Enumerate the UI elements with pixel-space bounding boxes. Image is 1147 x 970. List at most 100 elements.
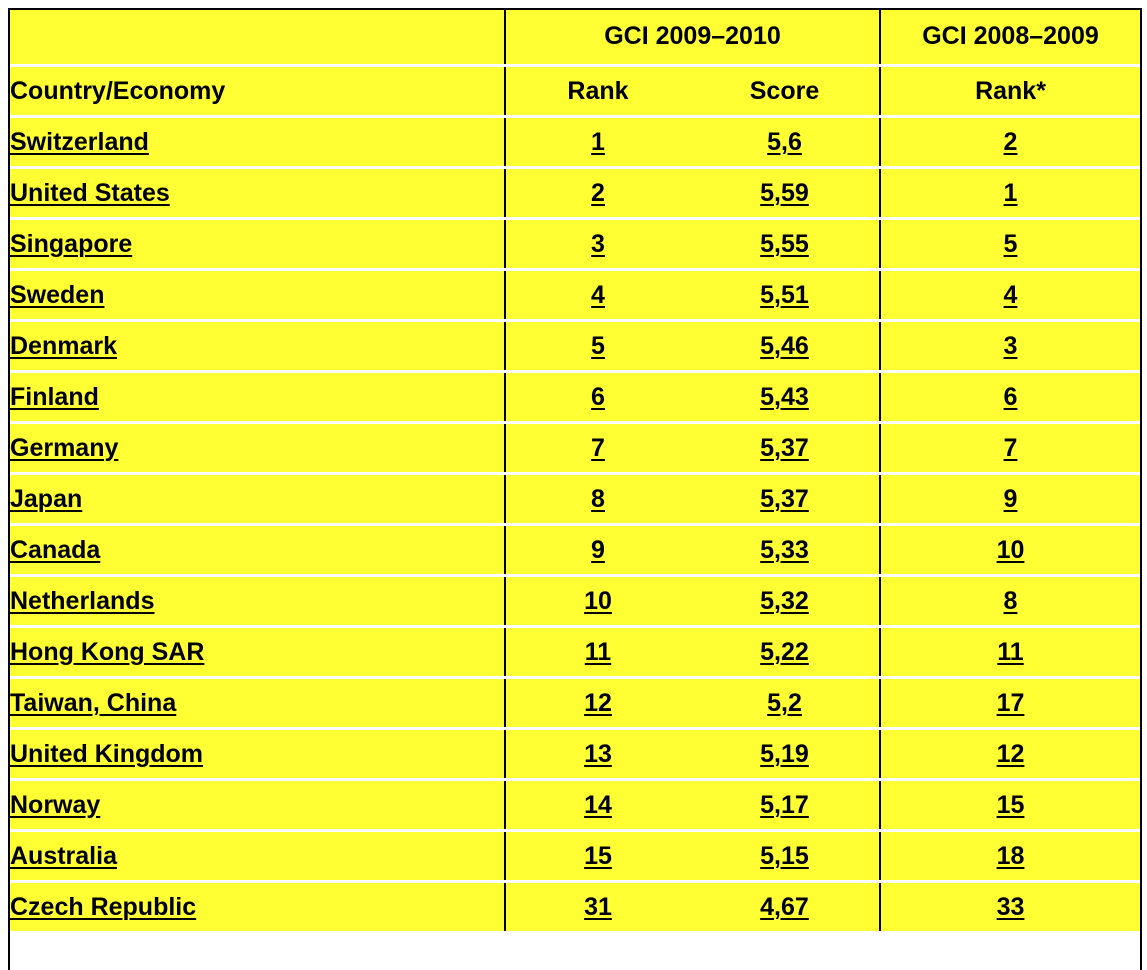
cell-text: 5,15 bbox=[760, 841, 809, 870]
cell-text: 1 bbox=[591, 127, 605, 156]
cell-text: 8 bbox=[1003, 586, 1018, 615]
cell-text: 5,46 bbox=[760, 331, 809, 360]
cell-text: 4 bbox=[1003, 280, 1018, 309]
cell: 18 bbox=[879, 830, 1140, 883]
cell: 1 bbox=[879, 167, 1140, 220]
cell: 5,17 bbox=[690, 779, 880, 832]
cell: Hong Kong SAR bbox=[8, 626, 505, 679]
header-row: GCI 2009–2010 GCI 2008–2009 bbox=[8, 8, 1140, 67]
data-row: Canada 9 5,33 10 bbox=[8, 524, 1140, 577]
cell: 7 bbox=[504, 422, 690, 475]
cell: 11 bbox=[504, 626, 690, 679]
data-row: Czech Republic 31 4,67 33 bbox=[8, 881, 1140, 934]
cell-text: Japan bbox=[10, 484, 83, 513]
cell-text: Sweden bbox=[10, 280, 105, 309]
cell-text: 1 bbox=[1003, 178, 1018, 207]
cell-text: 6 bbox=[1003, 382, 1018, 411]
cell: United Kingdom bbox=[8, 728, 505, 781]
cell: 4,67 bbox=[690, 881, 880, 934]
cell-text: Canada bbox=[10, 535, 101, 564]
ranking-table: GCI 2009–2010 GCI 2008–2009 Country/Econ… bbox=[8, 8, 1140, 934]
cell-text: 5,51 bbox=[760, 280, 809, 309]
cell-text: 5,33 bbox=[760, 535, 809, 564]
cell: 5,51 bbox=[690, 269, 880, 322]
data-row: Hong Kong SAR 11 5,22 11 bbox=[8, 626, 1140, 679]
cell: 8 bbox=[879, 575, 1140, 628]
header-cell: GCI 2009–2010 bbox=[504, 8, 880, 67]
cell-text: Hong Kong SAR bbox=[10, 637, 205, 666]
cell: 5,37 bbox=[690, 473, 880, 526]
cell: 4 bbox=[879, 269, 1140, 322]
data-row: Norway 14 5,17 15 bbox=[8, 779, 1140, 832]
cell-text: 5,22 bbox=[760, 637, 809, 666]
data-row: Japan 8 5,37 9 bbox=[8, 473, 1140, 526]
cell: 3 bbox=[879, 320, 1140, 373]
cell: 5,6 bbox=[690, 116, 880, 169]
cell: Singapore bbox=[8, 218, 505, 271]
cell: 5,22 bbox=[690, 626, 880, 679]
header-cell: Rank bbox=[504, 65, 690, 118]
cell: 5 bbox=[879, 218, 1140, 271]
cell: 4 bbox=[504, 269, 690, 322]
cell-text: 5 bbox=[1003, 229, 1018, 258]
cell-text: Singapore bbox=[10, 229, 133, 258]
cell-text: United Kingdom bbox=[10, 739, 204, 768]
cell: 11 bbox=[879, 626, 1140, 679]
cell: Australia bbox=[8, 830, 505, 883]
cell: Denmark bbox=[8, 320, 505, 373]
cell-text: 12 bbox=[584, 688, 612, 717]
cell: 5,43 bbox=[690, 371, 880, 424]
cell-text: United States bbox=[10, 178, 170, 207]
cell-text: Germany bbox=[10, 433, 119, 462]
header-cell bbox=[8, 8, 505, 67]
header-cell: GCI 2008–2009 bbox=[879, 8, 1140, 67]
cell: 6 bbox=[879, 371, 1140, 424]
cell: United States bbox=[8, 167, 505, 220]
cell-text: Czech Republic bbox=[10, 892, 197, 921]
cell-text: 11 bbox=[997, 637, 1024, 666]
cell: Finland bbox=[8, 371, 505, 424]
cell: Switzerland bbox=[8, 116, 505, 169]
header-text: GCI 2008–2009 bbox=[922, 21, 1099, 50]
data-row: Australia 15 5,15 18 bbox=[8, 830, 1140, 883]
cell-text: 5,37 bbox=[760, 433, 809, 462]
cell: 5,59 bbox=[690, 167, 880, 220]
cell-text: 17 bbox=[996, 688, 1025, 717]
cell-text: 31 bbox=[584, 892, 612, 921]
cell: 6 bbox=[504, 371, 690, 424]
cell-text: 3 bbox=[591, 229, 605, 258]
data-row: United States 2 5,59 1 bbox=[8, 167, 1140, 220]
cell-text: 9 bbox=[591, 535, 605, 564]
cell: 5,2 bbox=[690, 677, 880, 730]
header-row: Country/Economy Rank Score Rank* bbox=[8, 65, 1140, 118]
header-cell: Rank* bbox=[879, 65, 1140, 118]
cell: Canada bbox=[8, 524, 505, 577]
cell-text: 11 bbox=[584, 637, 612, 666]
cell: 8 bbox=[504, 473, 690, 526]
cell-text: 5,55 bbox=[760, 229, 809, 258]
cell-text: Australia bbox=[10, 841, 117, 870]
cell-text: 3 bbox=[1003, 331, 1018, 360]
cell: Taiwan, China bbox=[8, 677, 505, 730]
data-row: Netherlands 10 5,32 8 bbox=[8, 575, 1140, 628]
data-row: Switzerland 1 5,6 2 bbox=[8, 116, 1140, 169]
cell: 10 bbox=[504, 575, 690, 628]
cell: 5,32 bbox=[690, 575, 880, 628]
data-row: Singapore 3 5,55 5 bbox=[8, 218, 1140, 271]
cell-text: Denmark bbox=[10, 331, 117, 360]
cell: 15 bbox=[879, 779, 1140, 832]
cell: 9 bbox=[504, 524, 690, 577]
data-row: Germany 7 5,37 7 bbox=[8, 422, 1140, 475]
cell-text: 7 bbox=[591, 433, 605, 462]
cell-text: 2 bbox=[591, 178, 605, 207]
cell-text: 6 bbox=[591, 382, 605, 411]
cell: 33 bbox=[879, 881, 1140, 934]
cell-text: 13 bbox=[584, 739, 612, 768]
cell-text: 10 bbox=[996, 535, 1025, 564]
cell: Czech Republic bbox=[8, 881, 505, 934]
cell: 12 bbox=[879, 728, 1140, 781]
cell-text: Taiwan, China bbox=[10, 688, 177, 717]
cell: 5 bbox=[504, 320, 690, 373]
cell: 14 bbox=[504, 779, 690, 832]
cell: 2 bbox=[504, 167, 690, 220]
